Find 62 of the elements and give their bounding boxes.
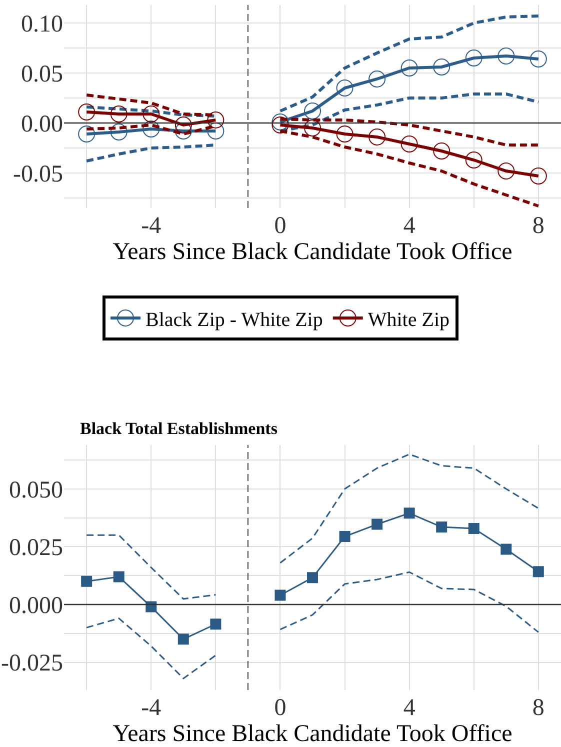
point bbox=[465, 50, 482, 66]
point bbox=[500, 544, 512, 555]
point bbox=[304, 102, 321, 120]
x-tick-label: -4 bbox=[141, 695, 162, 721]
point bbox=[146, 601, 157, 612]
point bbox=[465, 152, 482, 168]
y-tick-label: 0.050 bbox=[9, 477, 63, 504]
point bbox=[207, 112, 224, 128]
point bbox=[274, 590, 286, 601]
point bbox=[207, 122, 224, 140]
point bbox=[400, 136, 418, 152]
x-axis-title: Years Since Black Candidate Took Office bbox=[112, 239, 512, 265]
point bbox=[110, 106, 128, 122]
y-tick-label: 0.00 bbox=[21, 111, 63, 138]
point bbox=[372, 518, 383, 530]
point bbox=[336, 126, 354, 142]
legend-label: Black Zip - White Zip bbox=[146, 308, 323, 331]
point bbox=[78, 104, 96, 120]
point bbox=[210, 618, 222, 630]
point bbox=[498, 48, 515, 64]
x-axis-title: Years Since Black Candidate Took Office bbox=[112, 721, 512, 747]
point bbox=[404, 508, 415, 519]
x-tick-label: 4 bbox=[403, 213, 416, 239]
point bbox=[368, 128, 386, 146]
x-tick-label: 0 bbox=[274, 695, 286, 721]
point bbox=[433, 58, 450, 76]
x-tick-label: 8 bbox=[532, 695, 544, 721]
point bbox=[78, 126, 96, 142]
legend-label: White Zip bbox=[368, 308, 450, 331]
point bbox=[336, 80, 354, 96]
x-tick-label: 0 bbox=[274, 213, 286, 239]
y-tick-label: -0.025 bbox=[1, 650, 63, 677]
point bbox=[532, 566, 544, 578]
y-tick-label: 0.10 bbox=[21, 11, 63, 38]
x-tick-label: 4 bbox=[403, 695, 416, 721]
point bbox=[272, 116, 289, 134]
y-tick-label: 0.025 bbox=[9, 535, 63, 562]
y-tick-label: -0.05 bbox=[13, 161, 63, 188]
point bbox=[110, 124, 128, 140]
point bbox=[142, 106, 160, 122]
point bbox=[178, 634, 189, 645]
point bbox=[81, 576, 92, 587]
x-tick-label: -4 bbox=[141, 213, 162, 239]
point bbox=[339, 531, 350, 542]
point bbox=[400, 60, 418, 76]
point bbox=[142, 120, 160, 138]
point bbox=[436, 522, 448, 533]
point bbox=[468, 522, 480, 534]
chart-title: Black Total Establishments bbox=[80, 419, 278, 438]
y-tick-label: 0.000 bbox=[9, 592, 63, 619]
point bbox=[307, 572, 318, 584]
x-tick-label: 8 bbox=[532, 213, 544, 239]
point bbox=[304, 120, 321, 136]
y-tick-label: 0.05 bbox=[21, 61, 63, 88]
point bbox=[530, 168, 547, 184]
point bbox=[113, 571, 124, 582]
point bbox=[498, 162, 515, 180]
point bbox=[433, 142, 450, 160]
point bbox=[272, 114, 289, 130]
point bbox=[530, 50, 547, 68]
point bbox=[174, 116, 192, 134]
point bbox=[368, 70, 386, 88]
